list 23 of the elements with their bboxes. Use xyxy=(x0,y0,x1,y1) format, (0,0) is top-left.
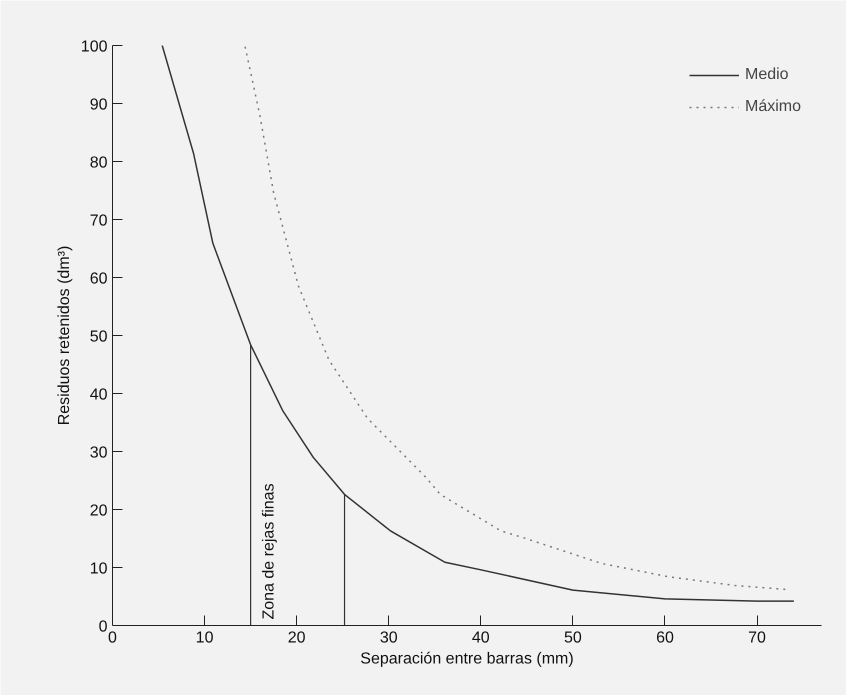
y-tick-label: 10 xyxy=(90,560,108,578)
x-tick-label: 20 xyxy=(288,630,306,646)
y-tick-label: 40 xyxy=(90,386,108,404)
x-tick-label: 30 xyxy=(380,630,398,646)
y-tick-label: 30 xyxy=(90,444,108,462)
x-tick-label: 70 xyxy=(748,630,766,646)
x-tick-label: 60 xyxy=(656,630,674,646)
y-axis-title: Residuos retenidos (dm³) xyxy=(56,246,73,426)
y-tick-label: 50 xyxy=(90,328,108,346)
legend-label: Máximo xyxy=(744,98,801,116)
y-tick-label: 20 xyxy=(90,502,108,520)
x-tick-label: 40 xyxy=(472,630,490,646)
y-tick-label: 0 xyxy=(98,618,108,636)
y-tick-label: 90 xyxy=(90,96,108,114)
y-tick-label: 60 xyxy=(90,270,108,288)
x-tick-label: 10 xyxy=(196,630,214,646)
y-tick-label: 80 xyxy=(90,154,108,172)
y-tick-label: 70 xyxy=(90,212,108,230)
y-tick-label: 100 xyxy=(80,38,108,56)
legend-label: Medio xyxy=(744,66,789,84)
x-tick-label: 50 xyxy=(564,630,582,646)
x-axis-title: Separación entre barras (mm) xyxy=(360,650,574,668)
ref-line-label: Zona de rejas finas xyxy=(260,483,278,620)
